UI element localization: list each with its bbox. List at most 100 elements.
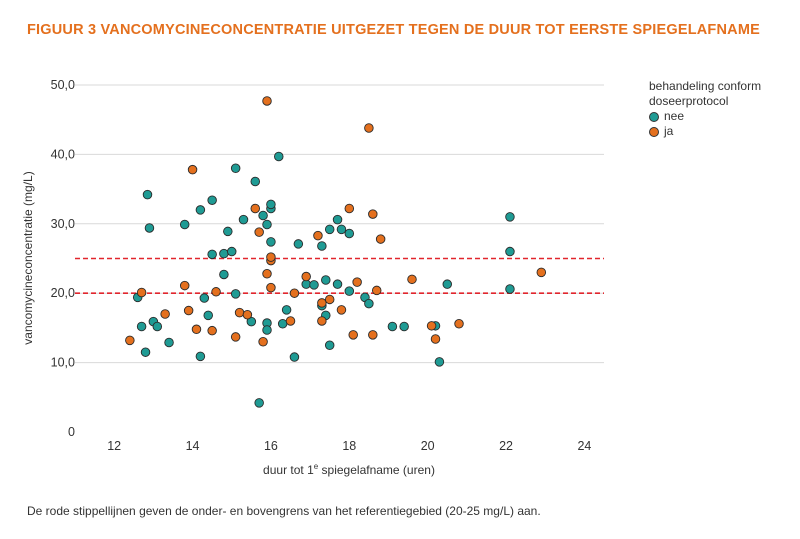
data-point-nee (199, 293, 210, 303)
data-point-ja (454, 318, 464, 329)
data-point-ja (266, 252, 276, 262)
data-point-nee (336, 224, 347, 235)
data-point-ja (262, 269, 272, 279)
data-point-ja (336, 305, 347, 315)
data-point-ja (301, 271, 311, 282)
data-point-ja (234, 307, 245, 318)
data-point-nee (364, 298, 374, 309)
data-point-nee (254, 398, 264, 408)
data-point-ja (364, 123, 374, 133)
x-axis-ticks: 12 14 16 18 20 22 24 (107, 439, 591, 453)
data-point-ja (426, 321, 437, 331)
data-point-ja (348, 330, 358, 340)
data-point-ja (368, 209, 378, 219)
data-point-nee (266, 237, 276, 247)
data-point-nee (274, 151, 284, 162)
data-point-nee (230, 289, 241, 299)
figure-caption: De rode stippellijnen geven de onder- en… (27, 504, 541, 518)
data-point-nee (344, 286, 355, 296)
y-tick-label: 50,0 (51, 78, 75, 92)
x-tick-label: 22 (499, 439, 513, 453)
legend-label-ja: ja (664, 124, 674, 138)
data-point-ja (285, 316, 296, 326)
data-point-nee (219, 269, 229, 280)
legend-marker-ja (649, 126, 659, 137)
y-tick-label: 20,0 (51, 286, 75, 300)
data-points (125, 96, 547, 408)
y-tick-label: 10,0 (51, 356, 75, 370)
legend-title-line-1: behandeling conform (649, 79, 762, 93)
reference-lines (75, 257, 604, 295)
data-point-nee (262, 325, 272, 335)
data-point-ja (160, 309, 170, 319)
data-point-nee (144, 223, 155, 233)
data-point-ja (324, 294, 335, 305)
legend-label-nee: nee (664, 109, 685, 123)
data-point-nee (277, 318, 288, 329)
x-tick-label: 14 (186, 439, 200, 453)
data-point-nee (207, 249, 217, 260)
data-point-nee (505, 212, 515, 222)
legend-entry-ja: ja (649, 124, 761, 139)
legend-entry-nee: nee (649, 109, 761, 124)
legend-title-line-2: doseerprotocol (649, 94, 729, 108)
data-point-nee (230, 163, 241, 174)
data-point-nee (207, 195, 217, 205)
data-point-ja (211, 287, 221, 297)
data-point-nee (321, 275, 331, 285)
data-point-nee (164, 337, 174, 348)
y-axis-label: vancomycineconcentratie (mg/L) (21, 171, 35, 344)
data-point-ja (407, 274, 417, 285)
data-point-nee (250, 176, 261, 187)
data-point-nee (203, 310, 213, 321)
data-point-nee (262, 219, 272, 230)
data-point-nee (281, 305, 292, 315)
y-tick-label: 40,0 (51, 147, 75, 161)
data-point-nee (136, 321, 147, 332)
x-tick-label: 16 (264, 439, 278, 453)
x-axis-label-before: duur tot 1 (263, 463, 314, 477)
data-point-ja (317, 298, 327, 308)
data-point-nee (324, 340, 335, 351)
data-point-nee (324, 224, 335, 235)
data-point-nee (344, 228, 355, 239)
data-point-nee (505, 284, 515, 294)
data-point-ja (136, 287, 147, 298)
data-point-ja (250, 203, 261, 214)
figure-title: FIGUUR 3 VANCOMYCINECONCENTRATIE UITGEZE… (27, 22, 760, 38)
data-point-ja (289, 288, 300, 298)
data-point-nee (195, 351, 206, 362)
data-point-nee (142, 189, 153, 200)
data-point-ja (207, 325, 217, 336)
data-point-ja (125, 335, 135, 346)
data-point-nee (309, 280, 319, 290)
data-point-nee (332, 214, 343, 225)
data-point-ja (191, 324, 202, 335)
data-point-nee (317, 241, 327, 251)
data-point-ja (368, 330, 378, 340)
data-point-nee (258, 210, 268, 221)
y-tick-label: 0 (68, 425, 75, 439)
x-axis-label: duur tot 1e spiegelafname (uren) (263, 462, 435, 477)
data-point-ja (317, 316, 327, 326)
data-point-nee (293, 239, 304, 249)
data-point-ja (258, 337, 268, 347)
x-axis-label-sup: e (314, 462, 319, 471)
x-tick-label: 12 (107, 439, 121, 453)
data-point-ja (344, 203, 355, 214)
data-point-nee (219, 248, 229, 259)
data-point-nee (387, 321, 398, 332)
data-point-ja (183, 305, 194, 316)
data-point-nee (332, 279, 343, 289)
data-point-ja (179, 280, 190, 291)
data-point-nee (179, 219, 190, 230)
data-point-nee (434, 357, 445, 367)
data-point-ja (230, 332, 241, 342)
x-tick-label: 24 (577, 439, 591, 453)
data-point-nee (505, 246, 515, 257)
x-tick-label: 20 (421, 439, 435, 453)
data-point-ja (430, 334, 441, 344)
y-axis-ticks: 0 10,0 20,0 30,0 40,0 50,0 (51, 78, 75, 439)
x-axis-label-after: spiegelafname (uren) (318, 463, 435, 477)
data-point-ja (242, 309, 253, 320)
